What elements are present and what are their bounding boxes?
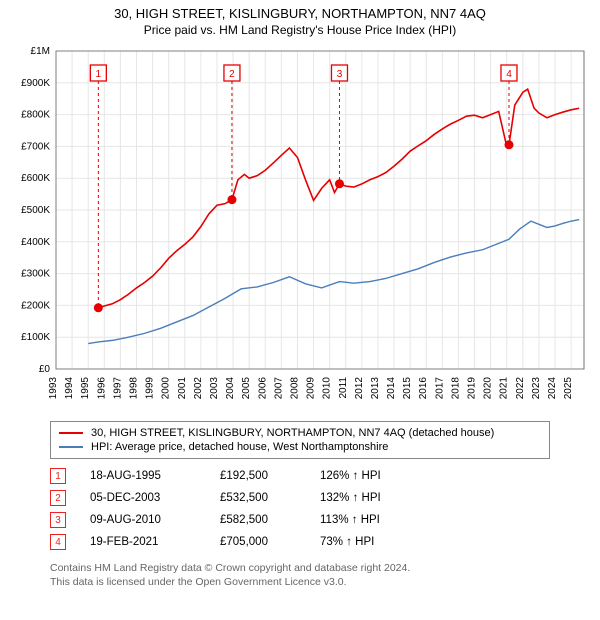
svg-text:£300K: £300K bbox=[21, 269, 50, 280]
event-pct: 126% ↑ HPI bbox=[320, 470, 430, 482]
legend-swatch bbox=[59, 432, 83, 434]
legend-item: 30, HIGH STREET, KISLINGBURY, NORTHAMPTO… bbox=[59, 426, 541, 440]
event-date: 09-AUG-2010 bbox=[90, 514, 220, 526]
svg-text:2023: 2023 bbox=[531, 377, 542, 400]
event-price: £705,000 bbox=[220, 536, 320, 548]
svg-text:1995: 1995 bbox=[80, 377, 91, 400]
svg-text:2012: 2012 bbox=[354, 377, 365, 400]
svg-text:1: 1 bbox=[96, 69, 102, 80]
event-row: 4 19-FEB-2021£705,00073% ↑ HPI bbox=[50, 531, 590, 553]
svg-text:£800K: £800K bbox=[21, 110, 50, 121]
svg-text:1993: 1993 bbox=[48, 377, 59, 400]
legend-label: 30, HIGH STREET, KISLINGBURY, NORTHAMPTO… bbox=[91, 427, 494, 439]
svg-text:2013: 2013 bbox=[370, 377, 381, 400]
event-number: 4 bbox=[50, 534, 66, 550]
events-table: 1 18-AUG-1995£192,500126% ↑ HPI 2 05-DEC-20… bbox=[50, 465, 590, 553]
legend-label: HPI: Average price, detached house, West… bbox=[91, 441, 388, 453]
svg-text:£100K: £100K bbox=[21, 332, 50, 343]
svg-text:£500K: £500K bbox=[21, 205, 50, 216]
svg-text:2004: 2004 bbox=[225, 377, 236, 400]
svg-text:2005: 2005 bbox=[241, 377, 252, 400]
svg-text:2017: 2017 bbox=[434, 377, 445, 400]
svg-text:2008: 2008 bbox=[289, 377, 300, 400]
svg-text:2015: 2015 bbox=[402, 377, 413, 400]
svg-text:2011: 2011 bbox=[338, 377, 349, 399]
svg-text:4: 4 bbox=[506, 69, 512, 80]
svg-text:2002: 2002 bbox=[193, 377, 204, 400]
event-date: 05-DEC-2003 bbox=[90, 492, 220, 504]
page-subtitle: Price paid vs. HM Land Registry's House … bbox=[10, 23, 590, 37]
svg-text:2019: 2019 bbox=[467, 377, 478, 400]
svg-text:3: 3 bbox=[337, 69, 343, 80]
svg-text:1994: 1994 bbox=[64, 377, 75, 400]
event-row: 3 09-AUG-2010£582,500113% ↑ HPI bbox=[50, 509, 590, 531]
event-price: £192,500 bbox=[220, 470, 320, 482]
event-row: 2 05-DEC-2003£532,500132% ↑ HPI bbox=[50, 487, 590, 509]
svg-text:2: 2 bbox=[229, 69, 235, 80]
event-date: 19-FEB-2021 bbox=[90, 536, 220, 548]
svg-text:1998: 1998 bbox=[128, 377, 139, 400]
svg-text:2001: 2001 bbox=[177, 377, 188, 400]
event-number: 2 bbox=[50, 490, 66, 506]
svg-text:2018: 2018 bbox=[450, 377, 461, 400]
svg-text:2009: 2009 bbox=[306, 377, 317, 400]
svg-text:2007: 2007 bbox=[273, 377, 284, 400]
svg-text:£900K: £900K bbox=[21, 78, 50, 89]
event-number: 1 bbox=[50, 468, 66, 484]
event-row: 1 18-AUG-1995£192,500126% ↑ HPI bbox=[50, 465, 590, 487]
svg-text:2022: 2022 bbox=[515, 377, 526, 400]
event-number: 3 bbox=[50, 512, 66, 528]
svg-text:2020: 2020 bbox=[483, 377, 494, 400]
footer-line: This data is licensed under the Open Gov… bbox=[50, 575, 590, 589]
legend: 30, HIGH STREET, KISLINGBURY, NORTHAMPTO… bbox=[50, 421, 550, 459]
legend-item: HPI: Average price, detached house, West… bbox=[59, 440, 541, 454]
chart-svg: £0 £100K £200K £300K £400K £500K £600K £700K £80… bbox=[10, 43, 590, 413]
svg-text:£200K: £200K bbox=[21, 300, 50, 311]
svg-text:2025: 2025 bbox=[563, 377, 574, 400]
svg-text:£1M: £1M bbox=[31, 46, 50, 57]
event-date: 18-AUG-1995 bbox=[90, 470, 220, 482]
svg-text:£400K: £400K bbox=[21, 237, 50, 248]
svg-text:2010: 2010 bbox=[322, 377, 333, 400]
svg-text:1997: 1997 bbox=[112, 377, 123, 400]
svg-text:2014: 2014 bbox=[386, 377, 397, 400]
footer-line: Contains HM Land Registry data © Crown c… bbox=[50, 561, 590, 575]
svg-text:2003: 2003 bbox=[209, 377, 220, 400]
footer: Contains HM Land Registry data © Crown c… bbox=[50, 561, 590, 589]
svg-text:£700K: £700K bbox=[21, 141, 50, 152]
event-price: £532,500 bbox=[220, 492, 320, 504]
svg-text:2000: 2000 bbox=[161, 377, 172, 400]
svg-text:1999: 1999 bbox=[145, 377, 156, 400]
svg-text:2016: 2016 bbox=[418, 377, 429, 400]
svg-text:2024: 2024 bbox=[547, 377, 558, 400]
svg-text:£0: £0 bbox=[39, 364, 51, 375]
page-title: 30, HIGH STREET, KISLINGBURY, NORTHAMPTO… bbox=[10, 6, 590, 21]
event-pct: 132% ↑ HPI bbox=[320, 492, 430, 504]
event-price: £582,500 bbox=[220, 514, 320, 526]
svg-text:2006: 2006 bbox=[257, 377, 268, 400]
svg-text:£600K: £600K bbox=[21, 173, 50, 184]
svg-text:2021: 2021 bbox=[499, 377, 510, 400]
svg-text:1996: 1996 bbox=[96, 377, 107, 400]
event-pct: 73% ↑ HPI bbox=[320, 536, 430, 548]
chart-area: £0 £100K £200K £300K £400K £500K £600K £700K £80… bbox=[10, 43, 590, 413]
legend-swatch bbox=[59, 446, 83, 448]
event-pct: 113% ↑ HPI bbox=[320, 514, 430, 526]
